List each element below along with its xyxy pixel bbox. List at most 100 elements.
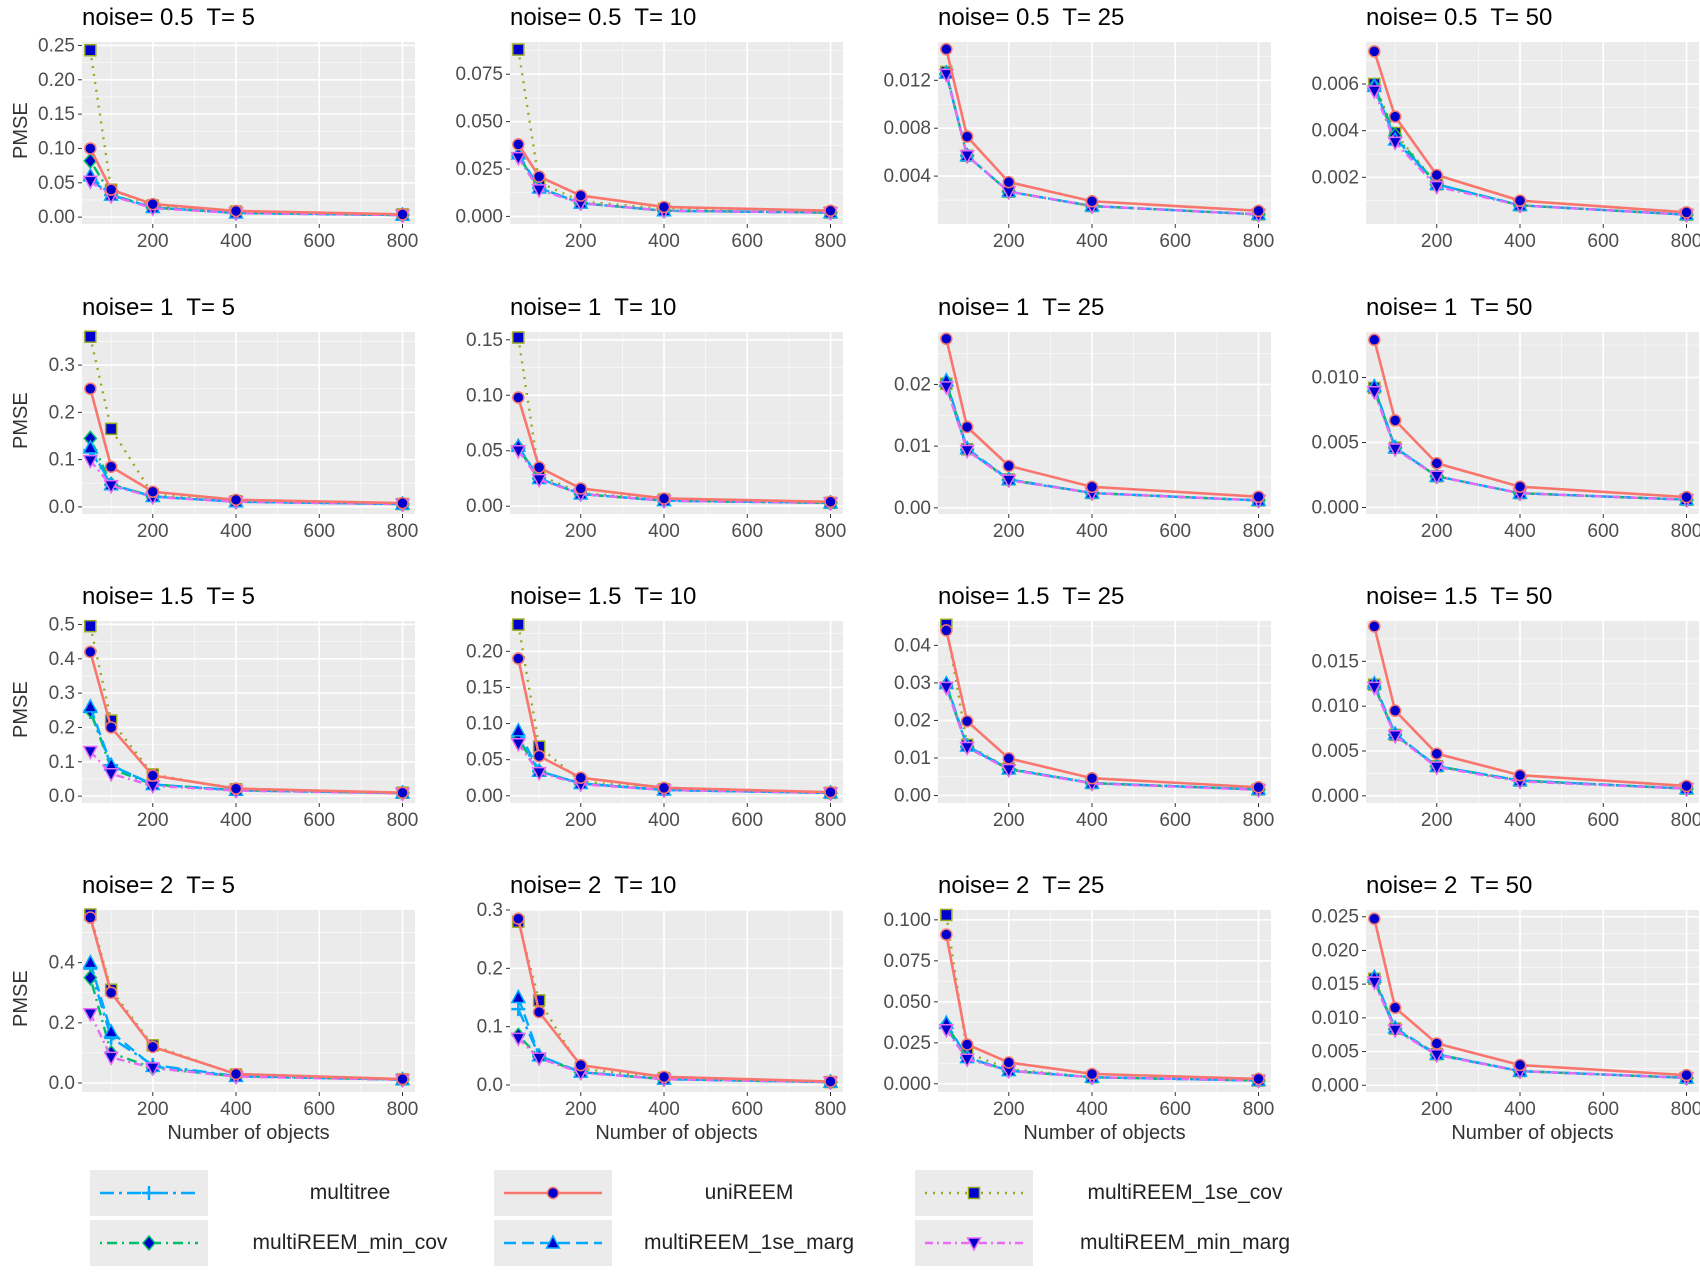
panel-plot: 200 400 600 800 0.0 0.2 0.4 xyxy=(49,908,418,1120)
series-line-multiREEM_1se_cov xyxy=(517,49,831,214)
x-tick-label: 200 xyxy=(137,810,169,831)
x-tick-label: 400 xyxy=(1076,521,1108,542)
chart-panel: noise= 0.5 T= 25 200 400 600 800 0.004 0.008 0.… xyxy=(856,0,1284,288)
point-multiREEM_min_marg xyxy=(959,741,975,757)
chart-panel: noise= 1.5 T= 50 200 400 600 800 0.000 0.005 0.… xyxy=(1284,579,1700,867)
point-uniREEM xyxy=(574,189,588,202)
chart-panel: noise= 1.5 T= 5 PMSE 200 400 600 800 0.0 0.1 0.2… xyxy=(0,579,428,867)
y-tick-label: 0.2 xyxy=(49,402,75,423)
point-multiREEM_min_marg xyxy=(531,184,547,199)
legend-item-multiREEM_min_marg: multiREEM_min_marg xyxy=(915,1220,1435,1266)
point-uniREEM xyxy=(396,496,409,510)
legend: multitree uniREEM multiREEM_1se_cov multiRE… xyxy=(0,1150,1700,1275)
point-uniREEM xyxy=(84,645,97,659)
x-tick-label: 600 xyxy=(1159,521,1191,542)
y-tick-label: 0.00 xyxy=(466,786,503,807)
legend-key xyxy=(915,1170,1033,1216)
point-uniREEM xyxy=(104,721,118,734)
x-tick-label: 400 xyxy=(1076,1099,1108,1120)
y-tick-label: 0.5 xyxy=(49,614,75,635)
x-tick-label: 800 xyxy=(815,521,847,542)
panel-plot: 200 400 600 800 0.00 0.05 0.10 0.15 xyxy=(466,330,847,542)
x-tick-label: 600 xyxy=(1159,231,1191,252)
x-tick-label: 400 xyxy=(220,810,252,831)
point-uniREEM xyxy=(512,652,525,665)
panel-plot: 200 400 600 800 0.00 0.05 0.10 0.15 0.20 xyxy=(466,618,846,831)
legend-key xyxy=(494,1170,612,1216)
point-multiREEM_1se_cov xyxy=(84,43,97,57)
y-tick-label: 0.006 xyxy=(1311,74,1359,95)
plot-background xyxy=(82,332,415,514)
point-uniREEM xyxy=(657,781,671,795)
x-tick-label: 200 xyxy=(565,1099,597,1120)
x-tick-label: 400 xyxy=(220,521,252,542)
point-uniREEM xyxy=(1388,704,1402,717)
point-uniREEM xyxy=(512,138,525,151)
x-tick-label: 600 xyxy=(1587,231,1619,252)
x-tick-label: 600 xyxy=(731,521,763,542)
point-uniREEM xyxy=(146,1040,160,1054)
point-uniREEM xyxy=(1002,175,1016,189)
point-uniREEM xyxy=(1680,779,1693,793)
y-tick-label: 0.005 xyxy=(1311,1042,1359,1063)
plot-background xyxy=(938,332,1271,514)
point-uniREEM xyxy=(574,771,588,784)
y-tick-label: 0.025 xyxy=(455,159,503,180)
point-uniREEM xyxy=(1085,195,1099,208)
point-uniREEM xyxy=(940,928,953,941)
point-multiREEM_1se_marg xyxy=(82,698,99,713)
panel-plot: 200 400 600 800 0.002 0.004 0.006 xyxy=(1311,42,1700,252)
point-uniREEM xyxy=(146,485,160,499)
panel-title: noise= 1 T= 50 xyxy=(1366,294,1533,321)
point-uniREEM xyxy=(1002,1056,1016,1069)
series-line-multiREEM_1se_marg xyxy=(89,706,403,795)
x-tick-label: 200 xyxy=(137,231,169,252)
facet-grid: noise= 0.5 T= 5 PMSE 200 400 600 800 0.00 0.05 0… xyxy=(0,0,1700,1144)
chart-panel: noise= 1 T= 10 200 400 600 800 0.00 0.05 0.10 0.… xyxy=(428,290,856,578)
point-uniREEM xyxy=(1430,457,1444,470)
x-tick-label: 200 xyxy=(993,1099,1025,1120)
point-uniREEM xyxy=(1368,333,1381,347)
point-multiREEM_min_marg xyxy=(82,745,99,761)
panel-title: noise= 1.5 T= 10 xyxy=(510,583,697,610)
y-tick-label: 0.4 xyxy=(49,649,76,670)
point-uniREEM xyxy=(1085,480,1099,494)
point-uniREEM xyxy=(1368,45,1381,58)
panel-plot: 200 400 600 800 0.00 0.01 0.02 0.03 0.04 xyxy=(894,618,1274,831)
y-tick-label: 0.1 xyxy=(477,1017,503,1038)
point-multiREEM_min_marg xyxy=(1366,681,1383,696)
point-multitree xyxy=(511,1002,526,1017)
panel-title: noise= 1 T= 10 xyxy=(510,294,677,321)
legend-swatch xyxy=(504,1234,602,1249)
point-multiREEM_1se_cov xyxy=(512,618,525,631)
point-uniREEM xyxy=(960,1038,974,1051)
point-uniREEM xyxy=(940,332,953,346)
y-tick-label: 0.000 xyxy=(883,1074,931,1095)
point-uniREEM xyxy=(1368,912,1381,926)
legend-label: multiREEM_min_cov xyxy=(252,1231,448,1254)
panel-title: noise= 2 T= 50 xyxy=(1366,872,1533,899)
legend-marker xyxy=(142,1234,156,1252)
y-tick-label: 0.010 xyxy=(1311,696,1359,717)
y-tick-label: 0.15 xyxy=(466,677,503,698)
point-multiREEM_min_marg xyxy=(959,444,975,460)
y-tick-label: 0.4 xyxy=(49,953,76,974)
panel-title: noise= 1.5 T= 5 xyxy=(82,583,256,610)
point-uniREEM xyxy=(1085,771,1099,785)
point-uniREEM xyxy=(824,204,837,217)
point-multiREEM_1se_marg xyxy=(510,988,527,1004)
point-multiREEM_min_marg xyxy=(103,1051,119,1066)
x-tick-label: 400 xyxy=(220,231,252,252)
point-uniREEM xyxy=(657,200,671,214)
legend-item-multiREEM_min_cov: multiREEM_min_cov xyxy=(90,1220,610,1266)
point-uniREEM xyxy=(84,382,97,395)
x-tick-label: 400 xyxy=(648,1099,680,1120)
point-multiREEM_min_marg xyxy=(938,681,955,696)
panel-plot: 200 400 600 800 0.000 0.025 0.050 0.075 xyxy=(455,42,846,252)
y-tick-label: 0.00 xyxy=(894,785,931,806)
panel-plot: 200 400 600 800 0.00 0.01 0.02 xyxy=(894,332,1274,542)
chart-panel: noise= 0.5 T= 50 200 400 600 800 0.002 0.004 0.… xyxy=(1284,0,1700,288)
x-tick-label: 200 xyxy=(1421,1099,1453,1120)
y-tick-label: 0.000 xyxy=(1311,1075,1359,1096)
legend-swatch xyxy=(100,1234,198,1252)
